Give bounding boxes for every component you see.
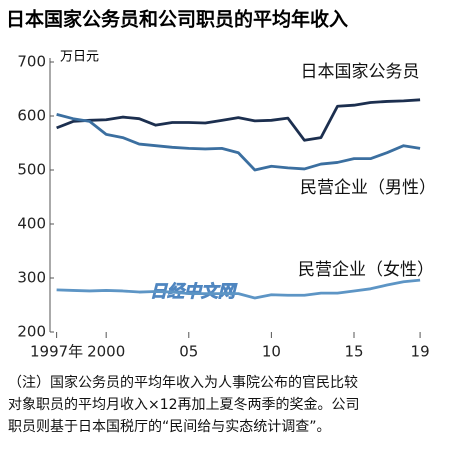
y-tick-label: 700 [17, 53, 46, 71]
chart: 日本国家公务员和公司职员的平均年收入 万日元 日经中文网 200 300 400 50… [6, 8, 436, 361]
y-tick-label: 300 [17, 269, 46, 287]
note-line: （注）国家公务员的平均年收入为人事院公布的官民比较 [8, 375, 358, 391]
series-label: 民营企业（男性） [300, 178, 436, 198]
series-label: 日本国家公务员 [301, 62, 420, 82]
x-tick-label: 2000 [87, 343, 125, 361]
y-axis-unit: 万日元 [60, 50, 99, 65]
x-tick-label: 05 [179, 343, 198, 361]
notes: （注）国家公务员的平均年收入为人事院公布的官民比较 对象职员的平均月收入×12再加… [8, 372, 444, 438]
x-tick-label: 15 [344, 343, 363, 361]
x-tick-label: 10 [262, 343, 281, 361]
series-label: 民营企业（女性） [298, 260, 434, 280]
note-line: 对象职员的平均月收入×12再加上夏冬两季的奖金。公司 [8, 397, 360, 413]
y-tick-label: 500 [17, 161, 46, 179]
series-line [56, 98, 421, 142]
series-line [56, 113, 421, 172]
y-tick-label: 600 [17, 107, 46, 125]
y-tick-label: 200 [17, 323, 46, 341]
chart-title: 日本国家公务员和公司职员的平均年收入 [6, 8, 348, 31]
x-tick-label: 19 [411, 343, 430, 361]
note-line: 职员则基于日本国税厅的“民间给与实态统计调查”。 [8, 419, 331, 435]
watermark: 日经中文网 [150, 282, 238, 302]
x-tick-label: 1997年 [30, 343, 83, 361]
series-line [56, 278, 421, 300]
y-tick-label: 400 [17, 215, 46, 233]
